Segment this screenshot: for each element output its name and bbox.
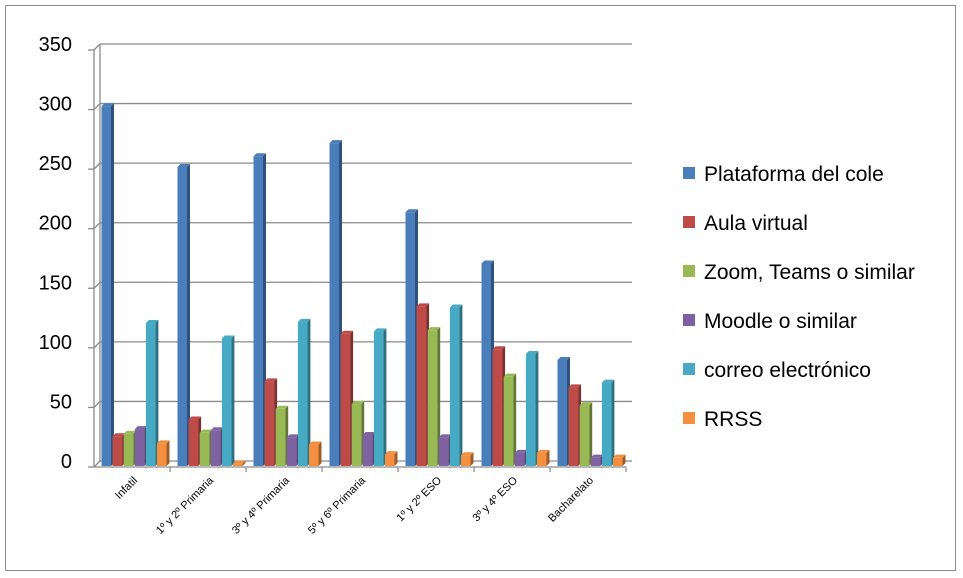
x-tick-label: 1º y 2º ESO (395, 474, 445, 524)
bar (526, 351, 539, 466)
y-tick-label: 100 (39, 332, 72, 354)
bar (254, 153, 267, 466)
bar (385, 451, 398, 466)
gridline-side (94, 163, 100, 169)
legend-label: Plataforma del cole (704, 163, 884, 186)
legend-item: RRSS (683, 408, 762, 431)
bar (461, 452, 474, 466)
bar (309, 442, 322, 466)
x-tick-label: Infatil (113, 475, 140, 502)
bar (515, 450, 528, 466)
bar (135, 426, 148, 466)
legend: Plataforma del cole Aula virtual Zoom, Tea… (683, 163, 915, 431)
legend-item: Plataforma del cole (683, 163, 884, 186)
bar (178, 164, 191, 466)
x-tick-label: Bacharelato (546, 475, 596, 525)
gridline-side (94, 342, 100, 348)
legend-item: correo electrónico (683, 359, 871, 382)
bar (613, 455, 626, 466)
legend-swatch (683, 412, 695, 424)
bars (102, 103, 626, 466)
bar (591, 455, 604, 466)
y-tick-label: 150 (39, 272, 72, 294)
y-tick-label: 0 (61, 451, 72, 473)
legend-swatch (683, 216, 695, 228)
legend-swatch (683, 314, 695, 326)
legend-label: Aula virtual (704, 212, 808, 235)
legend-label: Zoom, Teams o similar (704, 261, 915, 284)
y-tick-label: 250 (39, 153, 72, 175)
legend-swatch (683, 167, 695, 179)
bar (537, 450, 550, 466)
bar (341, 331, 354, 466)
x-tick-labels: Infatil 1º y 2º Primaria 3º y 4º Primaria 5… (113, 474, 596, 537)
bar (428, 327, 441, 466)
y-tick-labels: 0 50 100 150 200 250 300 350 (39, 34, 72, 473)
bar (222, 336, 235, 466)
bar (113, 433, 126, 466)
bar (439, 434, 452, 466)
y-tick-label: 50 (50, 391, 72, 413)
y-tick-label: 300 (39, 94, 72, 116)
bar (580, 402, 593, 466)
bar (287, 434, 300, 466)
gridline-side (94, 282, 100, 288)
gridline-side (94, 401, 100, 407)
legend-swatch (683, 265, 695, 277)
x-tick-label: 3º y 4º Primaria (230, 474, 293, 537)
x-tick-label: 1º y 2º Primaria (154, 474, 217, 537)
bar (569, 384, 582, 466)
gridline-side (94, 104, 100, 110)
gridline-side (94, 461, 100, 467)
bar (102, 103, 115, 466)
bar (200, 430, 213, 466)
y-tick-label: 350 (39, 34, 72, 56)
y-tick-label: 200 (39, 213, 72, 235)
bar (298, 319, 311, 466)
legend-item: Zoom, Teams o similar (683, 261, 915, 284)
bar (265, 378, 278, 466)
x-tick-label: 5º y 6º Primaria (306, 474, 369, 537)
bar (189, 417, 202, 466)
bar (417, 303, 430, 466)
x-tick-label: 3º y 4º ESO (471, 474, 521, 524)
legend-item: Moodle o similar (683, 310, 857, 333)
bar (504, 374, 517, 466)
bar (157, 440, 170, 466)
bar (482, 260, 495, 466)
gridline-side (94, 223, 100, 229)
bar (124, 431, 137, 466)
gridline-side (94, 44, 100, 50)
bar (330, 140, 343, 466)
bar (211, 427, 224, 466)
bar (558, 357, 571, 466)
legend-label: correo electrónico (704, 359, 871, 382)
legend-swatch (683, 363, 695, 375)
legend-item: Aula virtual (683, 212, 808, 235)
bar (406, 209, 419, 466)
bar (363, 432, 376, 466)
bar (450, 305, 463, 466)
bar (276, 406, 289, 466)
bar (493, 346, 506, 466)
bar (352, 401, 365, 466)
bar (146, 320, 159, 466)
bar (602, 380, 615, 466)
legend-label: RRSS (704, 408, 762, 431)
legend-label: Moodle o similar (704, 310, 857, 333)
bar (374, 328, 387, 466)
